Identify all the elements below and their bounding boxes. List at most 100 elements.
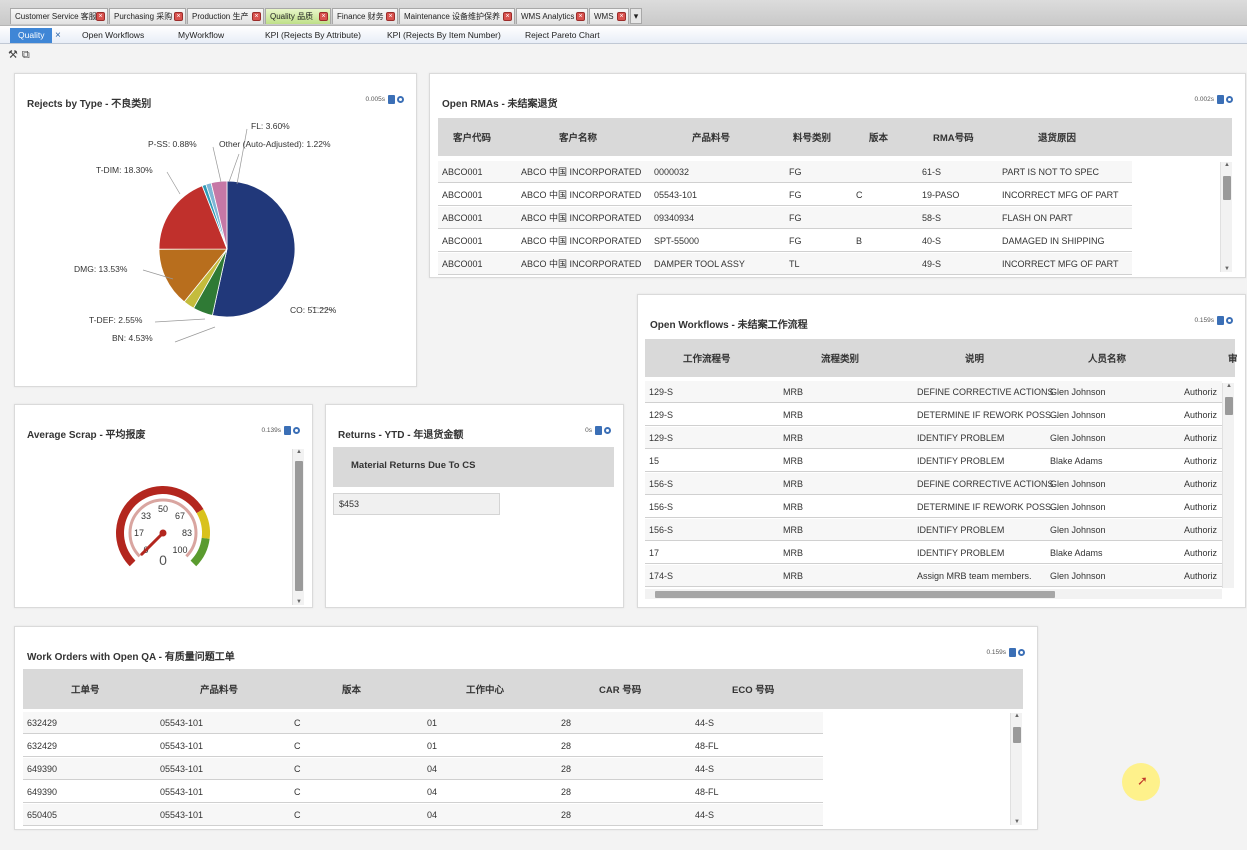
tab-quality[interactable]: Quality (10, 28, 53, 43)
scroll-thumb[interactable] (1223, 176, 1231, 200)
column-header[interactable]: 工作流程号 (683, 354, 731, 365)
close-icon[interactable]: × (55, 30, 61, 41)
export-icon[interactable] (1217, 95, 1224, 104)
close-icon[interactable]: × (174, 12, 183, 21)
scrap-scrollbar[interactable]: ▲ ▼ (292, 449, 304, 605)
table-row[interactable]: ABCO001 ABCO 中国 INCORPORATED 0000032 FG 61-S… (438, 161, 1132, 183)
rmas-scrollbar[interactable]: ▲ ▼ (1220, 162, 1232, 272)
table-row[interactable]: 15 MRB IDENTIFY PROBLEM Blake Adams Authoriz (645, 450, 1222, 472)
column-header[interactable]: 料号类别 (793, 133, 832, 144)
column-header[interactable]: 产品料号 (200, 685, 239, 696)
export-icon[interactable] (595, 426, 602, 435)
column-header[interactable]: 版本 (869, 133, 889, 144)
table-row[interactable]: ABCO001 ABCO 中国 INCORPORATED SPT-55000 FG B 4… (438, 230, 1132, 252)
pie-slice-t-dim[interactable] (158, 185, 228, 250)
table-row[interactable]: 649390 05543-101 C 04 28 44-S (23, 758, 823, 780)
tab-open-workflows[interactable]: Open Workflows (82, 28, 144, 43)
close-icon[interactable]: × (252, 12, 261, 21)
module-tab-wms[interactable]: WMS × (589, 8, 629, 24)
tab-kpi-rejects-by-attribute[interactable]: KPI (Rejects By Attribute) (265, 28, 361, 43)
close-icon[interactable]: × (503, 12, 512, 21)
copy-icon[interactable]: ⧉ (21, 49, 30, 61)
export-icon[interactable] (388, 95, 395, 104)
panel-meta: 0.005s (365, 95, 404, 104)
scroll-thumb[interactable] (655, 591, 1055, 598)
pie-slice-fl[interactable] (210, 180, 228, 250)
table-row[interactable]: 156-S MRB IDENTIFY PROBLEM Glen Johnson Auth… (645, 519, 1222, 541)
column-header[interactable]: 工单号 (71, 685, 100, 696)
scroll-down-icon[interactable]: ▼ (1224, 266, 1230, 272)
column-header[interactable]: 版本 (342, 685, 362, 696)
scroll-thumb[interactable] (1225, 397, 1233, 415)
workflows-scrollbar[interactable]: ▲ (1222, 383, 1234, 588)
module-tab-customer-service[interactable]: Customer Service 客服 × (10, 8, 108, 24)
column-header[interactable]: RMA号码 (933, 133, 974, 144)
table-row[interactable]: 129-S MRB DEFINE CORRECTIVE ACTIONS Glen Jo… (645, 381, 1222, 403)
refresh-icon[interactable] (1226, 317, 1233, 324)
table-row[interactable]: 129-S MRB IDENTIFY PROBLEM Glen Johnson Auth… (645, 427, 1222, 449)
table-row[interactable]: ABCO001 ABCO 中国 INCORPORATED 05543-101 FG C 1… (438, 184, 1132, 206)
table-row[interactable]: 632429 05543-101 C 01 28 44-S (23, 712, 823, 734)
table-row[interactable]: 129-S MRB DETERMINE IF REWORK POSS... Glen … (645, 404, 1222, 426)
table-row[interactable]: 17 MRB IDENTIFY PROBLEM Blake Adams Authoriz (645, 542, 1222, 564)
module-tab-production[interactable]: Production 生产 × (187, 8, 264, 24)
module-tab-quality[interactable]: Quality 品质 × (265, 8, 331, 24)
table-row[interactable]: 156-S MRB DEFINE CORRECTIVE ACTIONS Glen Jo… (645, 473, 1222, 495)
pie-slice-dmg[interactable] (158, 248, 228, 303)
table-row[interactable]: 650405 05543-101 C 04 28 44-S (23, 804, 823, 826)
table-cell: MRB (783, 479, 803, 489)
refresh-icon[interactable] (293, 427, 300, 434)
module-tab-finance[interactable]: Finance 财务 × (332, 8, 398, 24)
column-header[interactable]: 客户代码 (453, 133, 492, 144)
close-icon[interactable]: × (386, 12, 395, 21)
module-tab-maintenance[interactable]: Maintenance 设备维护保养 × (399, 8, 515, 24)
scroll-up-icon[interactable]: ▲ (1224, 162, 1230, 168)
export-icon[interactable] (1217, 316, 1224, 325)
column-header[interactable]: 审 (1228, 354, 1238, 365)
wrench-icon[interactable]: ⚒ (8, 49, 18, 61)
column-header[interactable]: 人员名称 (1088, 354, 1127, 365)
scroll-up-icon[interactable]: ▲ (296, 449, 302, 455)
table-row[interactable]: ABCO001 ABCO 中国 INCORPORATED DAMPER TOOL A… (438, 253, 1132, 275)
pie-slice-co[interactable] (211, 180, 296, 318)
scroll-down-icon[interactable]: ▼ (1014, 819, 1020, 825)
table-row[interactable]: 156-S MRB DETERMINE IF REWORK POSS... Glen … (645, 496, 1222, 518)
workflows-hscrollbar[interactable] (645, 589, 1222, 599)
close-icon[interactable]: × (96, 12, 105, 21)
refresh-icon[interactable] (604, 427, 611, 434)
export-icon[interactable] (1009, 648, 1016, 657)
close-icon[interactable]: × (576, 12, 585, 21)
tab-myworkflow[interactable]: MyWorkflow (178, 28, 224, 43)
export-icon[interactable] (284, 426, 291, 435)
column-header[interactable]: ECO 号码 (732, 685, 775, 696)
refresh-icon[interactable] (1226, 96, 1233, 103)
column-header[interactable]: 产品料号 (692, 133, 731, 144)
tab-kpi-rejects-by-item-number[interactable]: KPI (Rejects By Item Number) (387, 28, 501, 43)
table-row[interactable]: 632429 05543-101 C 01 28 48-FL (23, 735, 823, 757)
refresh-icon[interactable] (1018, 649, 1025, 656)
work-orders-scrollbar[interactable]: ▲ ▼ (1010, 713, 1022, 825)
module-tab-wms-analytics[interactable]: WMS Analytics × (516, 8, 588, 24)
table-cell: 174-S (649, 571, 674, 581)
column-header[interactable]: 说明 (965, 354, 985, 365)
tab-reject-pareto-chart[interactable]: Reject Pareto Chart (525, 28, 600, 43)
scroll-thumb[interactable] (295, 461, 303, 591)
column-header[interactable]: Material Returns Due To CS (351, 460, 476, 471)
close-icon[interactable]: × (617, 12, 626, 21)
column-header[interactable]: 工作中心 (466, 685, 505, 696)
scroll-thumb[interactable] (1013, 727, 1021, 743)
column-header[interactable]: 退货原因 (1038, 133, 1077, 144)
scroll-down-icon[interactable]: ▼ (296, 599, 302, 605)
tab-overflow-button[interactable]: ▾ (630, 8, 642, 24)
table-row[interactable]: ABCO001 ABCO 中国 INCORPORATED 09340934 FG 58-… (438, 207, 1132, 229)
column-header[interactable]: CAR 号码 (599, 685, 642, 696)
column-header[interactable]: 客户名称 (559, 133, 598, 144)
refresh-icon[interactable] (397, 96, 404, 103)
scroll-up-icon[interactable]: ▲ (1226, 383, 1232, 389)
table-row[interactable]: 649390 05543-101 C 04 28 48-FL (23, 781, 823, 803)
module-tab-purchasing[interactable]: Purchasing 采购 × (109, 8, 186, 24)
close-icon[interactable]: × (319, 12, 328, 21)
column-header[interactable]: 流程类别 (821, 354, 860, 365)
scroll-up-icon[interactable]: ▲ (1014, 713, 1020, 719)
table-row[interactable]: 174-S MRB Assign MRB team members. Glen Joh… (645, 565, 1222, 587)
